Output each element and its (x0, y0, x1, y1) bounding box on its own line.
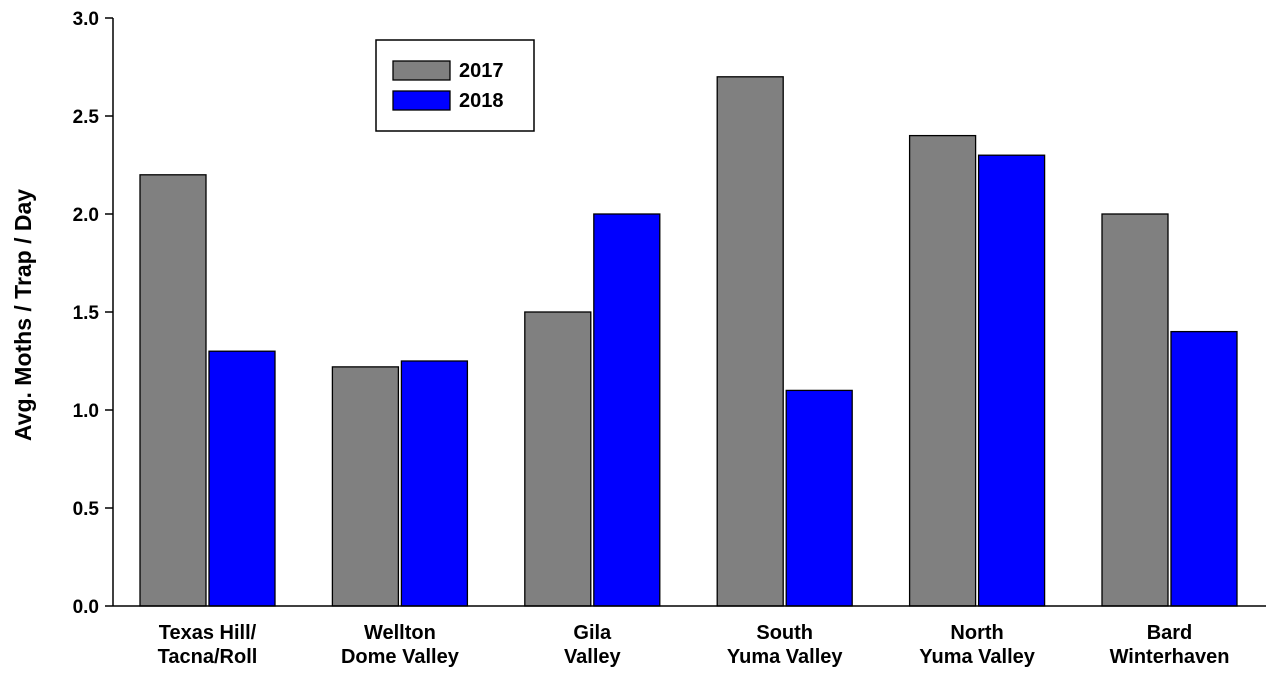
bar-2018-4 (785, 389, 853, 607)
axes-group (112, 18, 1266, 607)
bar-2018-1 (208, 350, 276, 607)
bar-2018-5 (977, 154, 1046, 607)
x-category-label: Gila Valley (564, 622, 622, 668)
bar-2017-6 (1101, 213, 1169, 607)
bar-2017-4 (716, 76, 784, 607)
x-category-label: North Yuma Valley (919, 622, 1036, 668)
bar-2017-2 (331, 366, 400, 607)
x-category-label: Texas Hill/Tacna/Roll (158, 622, 258, 668)
y-tick-label: 1.0 (73, 401, 99, 422)
bars-group (139, 76, 1238, 607)
legend-label-2018: 2018 (459, 90, 504, 112)
y-tick-label: 3.0 (73, 9, 99, 30)
y-tick-label: 0.0 (73, 597, 99, 618)
y-axis-title: Avg. Moths / Trap / Day (10, 189, 36, 441)
y-tick-label: 2.5 (73, 107, 100, 128)
legend-swatch-2018 (392, 90, 451, 111)
bar-2018-3 (593, 213, 661, 607)
bar-2018-6 (1170, 330, 1238, 607)
y-tick-label: 1.5 (73, 303, 100, 324)
y-tick-label: 0.5 (73, 499, 100, 520)
x-category-label: Bard Winterhaven (1110, 622, 1230, 668)
bar-2018-2 (400, 360, 469, 607)
bar-2017-5 (908, 134, 977, 607)
legend: 2017 2018 (375, 39, 535, 132)
x-category-labels: Texas Hill/Tacna/Roll Wellton Dome Valley G… (158, 622, 1230, 668)
x-category-label: South Yuma Valley (727, 622, 844, 668)
bar-2017-1 (139, 174, 207, 607)
x-category-label: Wellton Dome Valley (341, 622, 460, 668)
legend-box (375, 39, 535, 132)
bar-2017-3 (524, 311, 592, 607)
y-ticks-group: 0.0 0.5 1.0 1.5 2.0 2.5 3.0 (73, 9, 113, 618)
legend-label-2017: 2017 (459, 60, 504, 82)
y-tick-label: 2.0 (73, 205, 99, 226)
legend-swatch-2017 (392, 60, 451, 81)
